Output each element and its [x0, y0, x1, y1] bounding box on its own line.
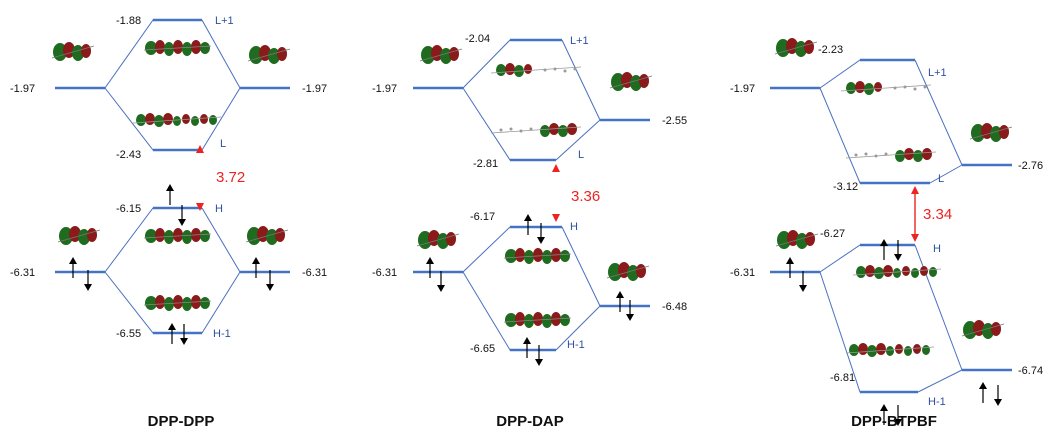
value-left-occ: -6.31 [372, 267, 397, 279]
panel-dpp-dpp: -1.97 -1.97 -1.88 -2.43 -6.15 -6.55 -6.3… [10, 15, 327, 430]
electron-up-homo [523, 213, 533, 236]
electron-down-left [798, 270, 808, 293]
electron-up-right [615, 290, 625, 313]
orbital-right-unocc [969, 122, 1013, 143]
gap-arrow-down [911, 234, 919, 242]
gap-arrow-up [911, 186, 919, 194]
orbital-left-occ [57, 225, 101, 246]
electron-up-h1 [522, 336, 532, 359]
electron-up-right [251, 256, 261, 279]
electron-up-homo [879, 238, 889, 261]
label-lumo: L [578, 149, 584, 161]
panel-dpp-dap: -1.97 -2.55 -2.04 -2.81 -6.17 -6.65 -6.3… [372, 33, 687, 430]
value-left-unocc: -1.97 [730, 83, 755, 95]
label-homo: H [215, 203, 223, 215]
value-lumo: -2.43 [116, 149, 141, 161]
electron-down-h1 [179, 323, 189, 346]
panel-title: DPP-BTPBF [851, 413, 937, 430]
electron-up-right [978, 381, 988, 404]
orbital-right-unocc [247, 44, 291, 65]
value-homo: -6.27 [820, 228, 845, 240]
value-homo: -6.17 [470, 211, 495, 223]
orbital-left-unocc [774, 37, 818, 58]
gap-arrow-up [196, 145, 204, 153]
orbital-right-occ [961, 319, 1005, 340]
electron-down-h1 [534, 344, 544, 367]
value-right-unocc: -2.55 [662, 115, 687, 127]
label-homo: H [933, 243, 941, 255]
label-homo: H [570, 221, 578, 233]
orbital-lumo-plus-1 [143, 39, 212, 57]
value-lumo-plus-1: -2.04 [465, 33, 490, 45]
value-right-unocc: -1.97 [302, 83, 327, 95]
label-homo-minus-1: H-1 [213, 328, 231, 340]
gap-value: 3.72 [216, 169, 245, 186]
value-homo-minus-1: -6.81 [830, 372, 855, 384]
orbital-left-unocc [51, 41, 95, 62]
label-lumo-plus-1: L+1 [928, 67, 947, 79]
orbital-left-occ [416, 229, 460, 250]
value-left-occ: -6.31 [10, 267, 35, 279]
gap-arrow-up [552, 164, 560, 172]
label-lumo-plus-1: L+1 [215, 15, 234, 27]
value-right-unocc: -2.76 [1018, 160, 1043, 172]
orbital-homo [143, 227, 212, 245]
electron-down-homo [893, 239, 903, 262]
orbital-homo-minus-1 [143, 294, 212, 312]
value-homo: -6.15 [116, 203, 141, 215]
value-lumo: -2.81 [473, 158, 498, 170]
orbital-lumo-plus-1 [840, 80, 932, 96]
label-homo-minus-1: H-1 [928, 396, 946, 408]
orbital-right-unocc [609, 71, 653, 92]
orbital-lumo-plus-1 [490, 62, 582, 78]
value-homo-minus-1: -6.55 [116, 328, 141, 340]
value-lumo-plus-1: -1.88 [116, 15, 141, 27]
electron-down-left [436, 270, 446, 293]
orbital-homo-minus-1 [503, 311, 572, 329]
electron-down-right [993, 384, 1003, 407]
connector-lines [819, 59, 963, 393]
gap-arrow-down [196, 203, 204, 211]
panel-dpp-btpbf: -1.97 -2.76 -2.23 -3.12 -6.27 -6.81 -6.3… [730, 37, 1043, 430]
gap-value: 3.36 [571, 188, 600, 205]
electron-up-left [785, 256, 795, 279]
orbital-left-unocc [419, 44, 463, 65]
value-lumo: -3.12 [833, 181, 858, 193]
value-right-occ: -6.48 [662, 301, 687, 313]
electron-up-left [425, 256, 435, 279]
orbital-lumo [132, 112, 222, 128]
value-homo-minus-1: -6.65 [470, 343, 495, 355]
value-left-occ: -6.31 [730, 267, 755, 279]
orbital-lumo [490, 122, 582, 138]
orbital-homo [852, 264, 942, 280]
electron-down-right [625, 299, 635, 322]
value-left-unocc: -1.97 [10, 83, 35, 95]
orbital-homo-minus-1 [845, 342, 935, 358]
value-right-occ: -6.31 [302, 267, 327, 279]
label-lumo: L [938, 173, 944, 185]
gap-arrow-down [552, 214, 560, 222]
panel-title: DPP-DPP [148, 413, 215, 430]
orbital-left-occ [775, 229, 819, 250]
electron-up-left [68, 256, 78, 279]
orbital-right-occ [606, 261, 650, 282]
value-right-occ: -6.74 [1018, 365, 1043, 377]
label-homo-minus-1: H-1 [567, 339, 585, 351]
orbital-homo [503, 247, 572, 265]
label-lumo-plus-1: L+1 [570, 35, 589, 47]
orbital-right-occ [245, 225, 289, 246]
label-lumo: L [220, 138, 226, 150]
electron-up-homo [165, 183, 175, 206]
value-left-unocc: -1.97 [372, 83, 397, 95]
gap-value: 3.34 [923, 206, 952, 223]
panel-title: DPP-DAP [496, 413, 564, 430]
value-lumo-plus-1: -2.23 [818, 44, 843, 56]
orbital-lumo [845, 147, 937, 163]
